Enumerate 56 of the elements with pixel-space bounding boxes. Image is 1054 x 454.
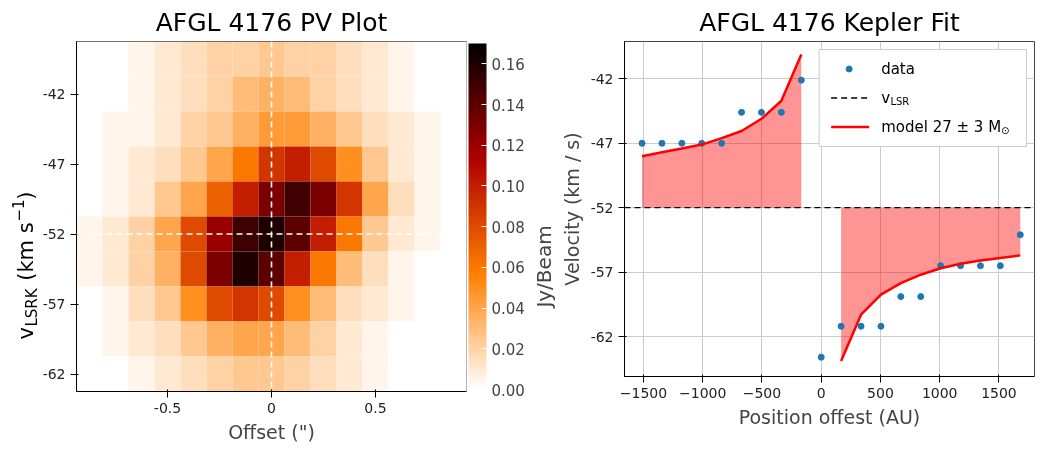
y-tick-label: -62 [42,366,66,382]
point [777,108,785,116]
point [857,322,865,330]
x-tick-label: -0.5 [153,399,182,416]
x-axis-title: Position offest (AU) [738,405,921,428]
point [658,139,666,147]
color-bar-label: 0.00 [491,381,525,400]
y-tick-label: -52 [590,199,614,216]
y-tick-label: -62 [590,328,614,345]
point [718,139,726,147]
point [797,76,805,84]
point [757,108,765,116]
x-tick-label: 0.5 [364,399,387,416]
x-axis-title: Offset (") [228,420,315,443]
y-tick-label: -47 [42,156,66,172]
point [738,108,746,116]
chart-title: AFGL 4176 Kepler Fit [699,7,960,37]
point [877,322,885,330]
y-axis-title: vLSRK (km s−1) [9,191,41,340]
x-tick-label: −1500 [619,384,668,401]
x-tick-label: 0 [816,384,826,401]
point [678,139,686,147]
color-bar-label: 0.06 [491,259,525,278]
color-bar-label: 0.08 [491,218,525,237]
legend-label: data [881,60,915,78]
point [1016,231,1024,239]
y-tick-label: -47 [590,135,614,152]
point [837,322,845,330]
y-tick-label: -42 [42,86,66,102]
y-tick-label: -57 [42,296,66,312]
y-axis-title: Velocity (km / s) [560,132,583,286]
color-bar-label: 0.02 [491,340,525,359]
x-tick-label: −1000 [679,384,727,401]
y-tick-label: -52 [42,226,66,242]
point [638,139,646,147]
legend-label: model 27 ± 3 M⊙ [881,118,1010,137]
point [917,293,925,301]
legend-label: vLSR [881,89,910,108]
point [996,262,1004,270]
x-tick-label: 0 [267,399,276,416]
point [976,262,984,270]
y-tick-label: -57 [590,264,614,281]
point [817,353,825,361]
color-bar-label: 0.10 [491,177,525,196]
color-bar-label: 0.14 [491,96,525,115]
chart-title: AFGL 4176 PV Plot [155,7,388,37]
y-tick-label: -42 [590,70,614,87]
color-bar-label: 0.04 [491,300,525,319]
color-bar-title: Jy/Beam [531,225,556,310]
x-tick-label: 1500 [981,384,1017,401]
color-bar-label: 0.12 [491,137,525,156]
x-tick-label: −500 [742,384,782,401]
color-bar-label: 0.16 [491,55,525,74]
x-tick-label: 500 [867,384,894,401]
point [897,293,905,301]
x-tick-label: 1000 [921,384,958,401]
